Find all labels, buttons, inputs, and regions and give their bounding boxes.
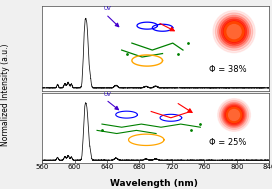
Text: UV: UV — [103, 92, 111, 97]
Text: Normalized Intensity (a.u.): Normalized Intensity (a.u.) — [1, 43, 10, 146]
Text: UV: UV — [103, 6, 111, 11]
Text: Φ = 38%: Φ = 38% — [209, 65, 247, 74]
Text: Wavelength (nm): Wavelength (nm) — [110, 179, 198, 188]
Text: Φ = 25%: Φ = 25% — [209, 138, 246, 147]
